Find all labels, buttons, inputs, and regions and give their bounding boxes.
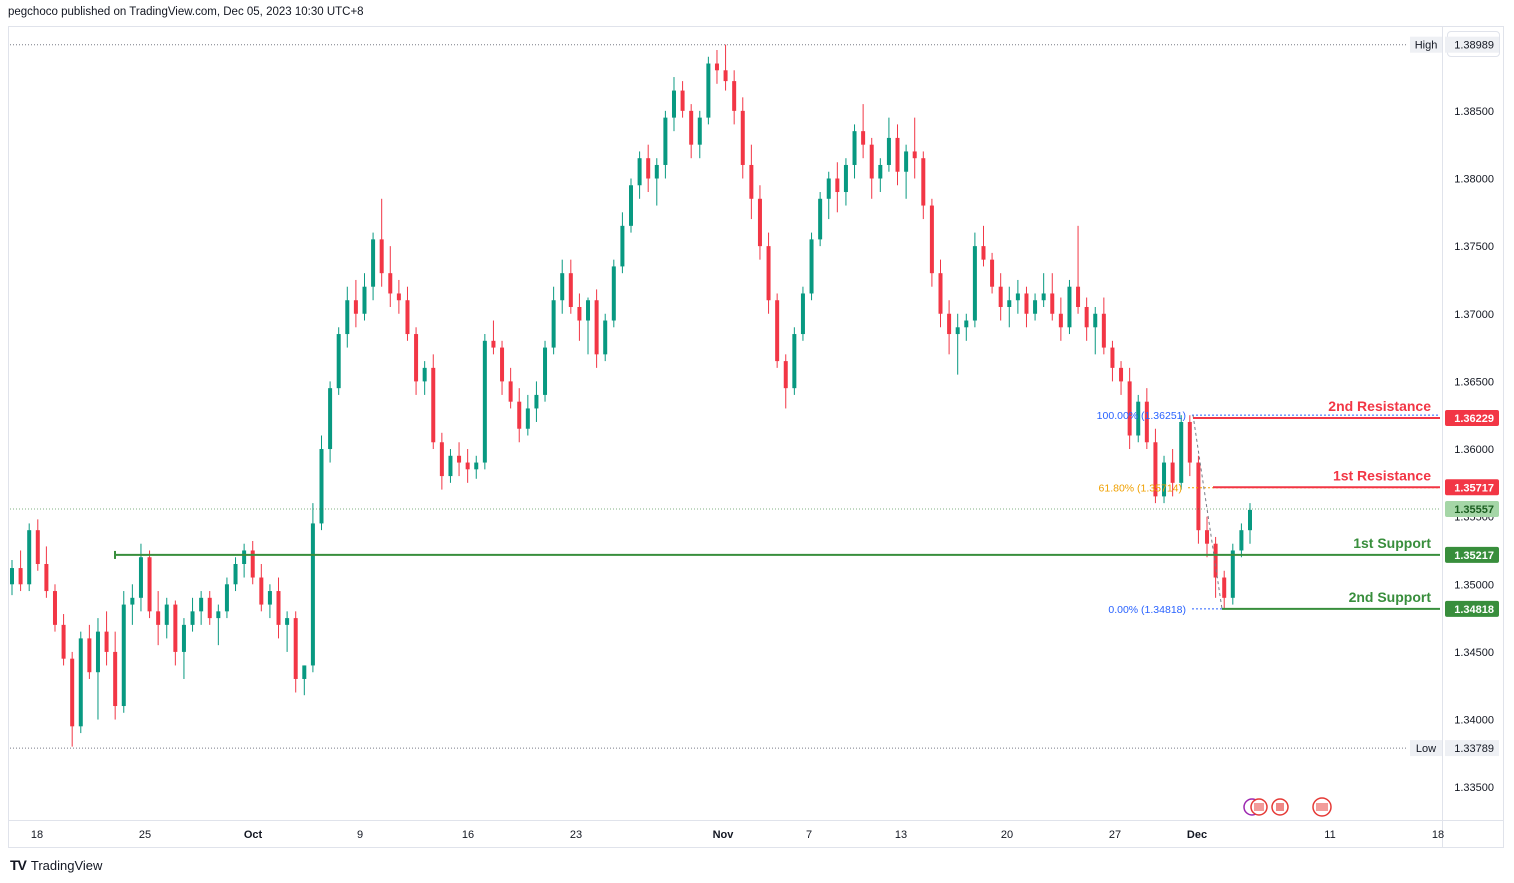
price-axis-divider — [1442, 26, 1443, 848]
currency-button[interactable]: CAD — [1447, 31, 1500, 57]
time-axis-divider — [8, 820, 1504, 821]
chart-frame — [8, 26, 1504, 848]
brand-name: TradingView — [30, 857, 103, 873]
tradingview-logo-icon: TV — [10, 857, 27, 873]
tradingview-branding[interactable]: TV TradingView — [10, 857, 102, 873]
publish-info: pegchoco published on TradingView.com, D… — [8, 6, 364, 18]
